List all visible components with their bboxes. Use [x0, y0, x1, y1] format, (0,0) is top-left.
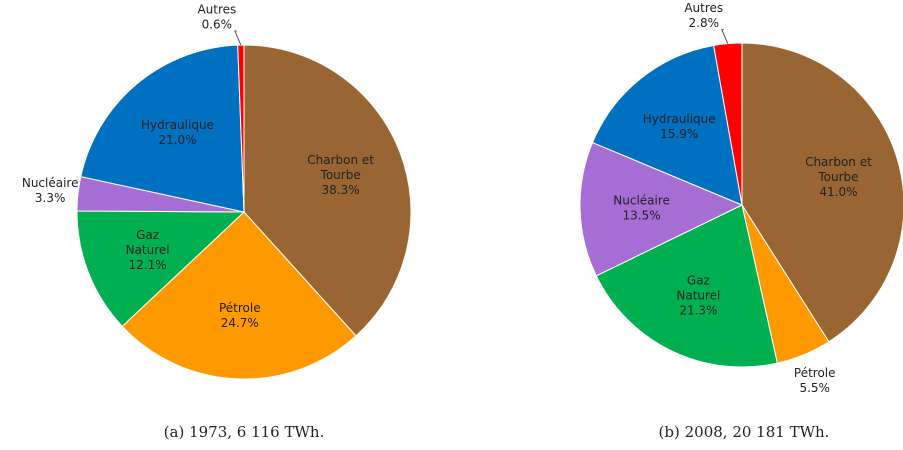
- slice-value: 5.5%: [799, 381, 830, 395]
- slice-value: 2.8%: [689, 16, 720, 30]
- slice-label: Nucléaire: [22, 176, 79, 190]
- slice-value: 15.9%: [660, 127, 698, 141]
- slice-label: Gaz Naturel: [126, 228, 170, 257]
- slice-label: Hydraulique: [141, 118, 214, 132]
- pie-slice: [595, 204, 778, 368]
- pie-slice: [741, 42, 903, 343]
- leader-line: [721, 29, 729, 44]
- chart-caption: (a) 1973, 6 116 TWh.: [164, 423, 325, 441]
- slice-value: 12.1%: [129, 258, 167, 272]
- slice-label: Nucléaire: [613, 193, 670, 207]
- pie-slice: [76, 210, 246, 328]
- slice-label: Autres: [197, 3, 236, 17]
- slice-label: Hydraulique: [643, 112, 716, 126]
- slice-label: Charbon et Tourbe: [307, 153, 374, 182]
- slice-label: Pétrole: [219, 301, 261, 315]
- slice-label: Autres: [684, 1, 723, 15]
- pie-slice: [591, 44, 743, 206]
- chart-caption: (b) 2008, 20 181 TWh.: [659, 423, 830, 441]
- slice-value: 3.3%: [35, 191, 66, 205]
- slice-value: 13.5%: [623, 208, 661, 222]
- pie-slice: [80, 44, 245, 213]
- pie-slice: [237, 44, 245, 213]
- pie-slice: [243, 44, 412, 337]
- slice-value: 24.7%: [221, 316, 259, 330]
- slice-label: Pétrole: [794, 366, 836, 380]
- pie-slice: [579, 141, 744, 277]
- slice-value: 21.0%: [158, 133, 196, 147]
- slice-value: 41.0%: [819, 185, 857, 199]
- slice-value: 0.6%: [202, 18, 233, 32]
- slice-value: 38.3%: [322, 183, 360, 197]
- pie-slice: [121, 211, 357, 380]
- slice-label: Charbon et Tourbe: [805, 155, 872, 184]
- slice-value: 21.3%: [679, 303, 717, 317]
- slice-label: Gaz Naturel: [676, 273, 720, 302]
- leader-line: [234, 30, 242, 46]
